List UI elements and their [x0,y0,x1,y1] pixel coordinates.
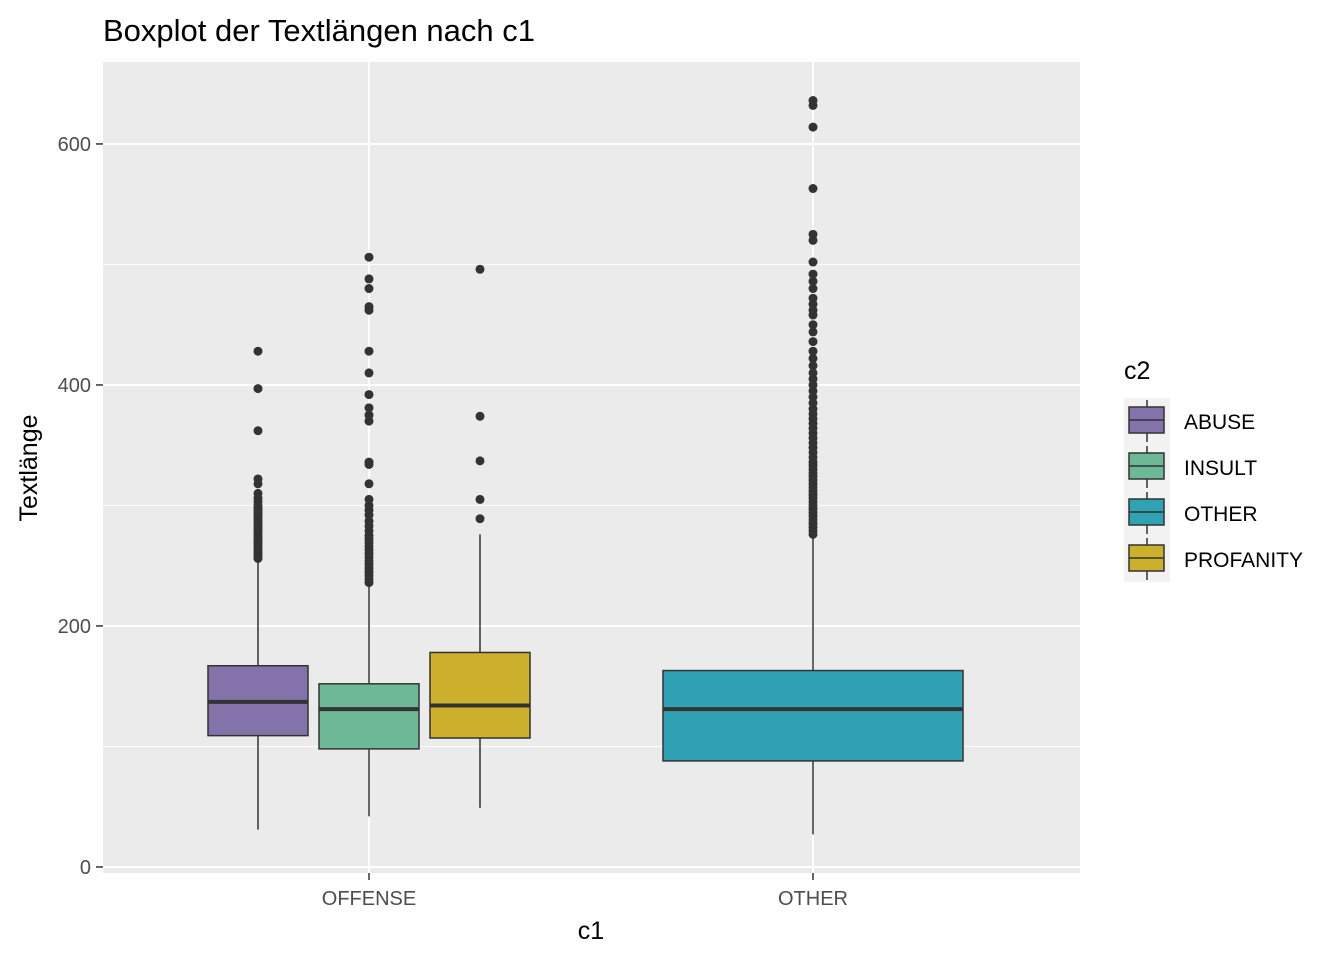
outlier-point [808,293,818,303]
box-offense-abuse [207,346,309,830]
outlier-point [364,403,374,413]
legend-label: OTHER [1184,503,1258,526]
outlier-point [364,479,374,489]
x-tick-label: OFFENSE [322,888,416,910]
outlier-point [364,457,374,467]
outlier-point [475,264,485,274]
box-offense-profanity [429,264,531,808]
y-axis: 0 200 400 600 [58,134,103,879]
outlier-point [364,346,374,356]
outlier-point [253,346,263,356]
legend-label: PROFANITY [1184,549,1303,572]
outlier-point [364,390,374,400]
outlier-point [808,320,818,330]
y-tick-label: 400 [58,375,91,397]
outlier-point [364,410,374,420]
outlier-point [475,411,485,421]
x-tick-label: OTHER [778,888,848,910]
outlier-point [475,494,485,504]
x-axis: OFFENSE OTHER [322,873,848,910]
outlier-point [253,426,263,436]
box-body [318,683,420,750]
legend-item-other: OTHER [1128,492,1258,534]
outlier-point [808,269,818,279]
outlier-point [808,368,818,378]
outlier-point [808,257,818,267]
y-axis-title: Textlänge [15,414,43,521]
outlier-point [808,229,818,239]
outlier-point [808,96,818,106]
outlier-point [808,327,818,337]
box-body [429,651,531,739]
outlier-point [808,353,818,363]
outlier-point [364,252,374,262]
outlier-point [808,122,818,132]
legend-item-insult: INSULT [1128,446,1257,488]
outlier-point [475,514,485,524]
chart-title: Boxplot der Textlängen nach c1 [103,13,535,48]
outlier-point [253,488,263,498]
legend-title: c2 [1124,357,1150,385]
outlier-point [808,276,818,286]
box-offense-insult [318,252,420,817]
outlier-point [364,368,374,378]
outlier-point [364,284,374,294]
legend-label: INSULT [1184,457,1257,480]
box-body [662,669,964,762]
outlier-point [808,361,818,371]
outlier-point [808,346,818,356]
outlier-point [808,184,818,194]
outlier-point [808,284,818,294]
y-tick-label: 200 [58,616,91,638]
outlier-point [253,384,263,394]
legend-item-abuse: ABUSE [1128,400,1255,442]
outlier-point [364,494,374,504]
outlier-point [364,274,374,284]
legend: ABUSE INSULT OTHER PROFANITY [1124,398,1303,582]
outlier-point [808,337,818,347]
legend-label: ABUSE [1184,411,1255,434]
y-tick-label: 600 [58,134,91,156]
legend-item-profanity: PROFANITY [1128,538,1303,580]
outlier-point [364,302,374,312]
box-series [207,96,964,835]
y-tick-label: 0 [80,857,91,879]
outlier-point [475,456,485,466]
box-other-other [662,96,964,835]
outlier-point [253,474,263,484]
x-axis-title: c1 [578,917,604,945]
